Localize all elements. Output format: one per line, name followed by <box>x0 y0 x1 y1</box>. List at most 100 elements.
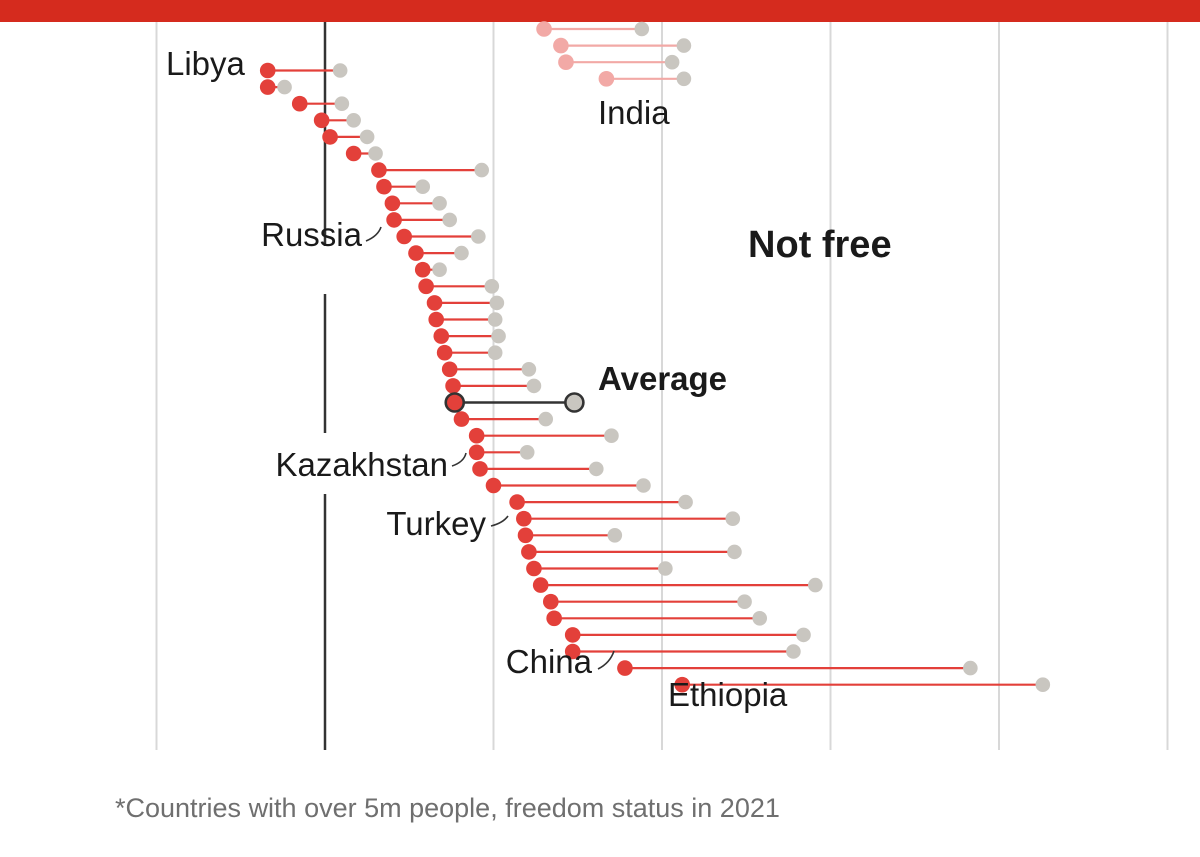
label-turkey: Turkey <box>386 505 486 542</box>
past-dot <box>334 96 350 111</box>
past-dot <box>471 229 486 244</box>
past-dot <box>432 262 447 278</box>
past-dot <box>604 428 619 444</box>
recent-dot <box>598 71 615 87</box>
past-dot <box>277 79 292 95</box>
label-leader <box>490 515 509 527</box>
past-dot <box>676 38 692 53</box>
label-russia: Russia <box>261 216 363 253</box>
baseline-gap <box>321 246 329 294</box>
recent-dot <box>526 560 542 577</box>
past-dot <box>346 113 361 128</box>
recent-dot <box>384 195 401 212</box>
past-dot <box>676 71 692 87</box>
past-dot <box>519 445 535 460</box>
past-dot <box>737 594 752 609</box>
average-past-dot <box>564 392 585 413</box>
recent-dot <box>313 112 330 129</box>
past-dot <box>664 54 680 70</box>
recent-dot <box>345 145 362 162</box>
past-dot <box>432 196 447 211</box>
recent-dot <box>259 79 276 95</box>
past-dot <box>963 660 978 676</box>
past-dot <box>526 378 542 394</box>
recent-dot <box>371 162 387 178</box>
recent-dot <box>516 510 532 527</box>
past-dot <box>484 279 500 294</box>
recent-dot <box>532 577 549 593</box>
recent-dot <box>376 178 392 195</box>
recent-dot <box>536 21 552 37</box>
connector-lines <box>267 27 1043 686</box>
label-leader <box>451 452 467 467</box>
recent-dot <box>674 676 691 693</box>
recent-dot <box>485 477 502 494</box>
past-dot <box>474 162 490 178</box>
past-dot <box>487 312 503 327</box>
past-dot <box>796 627 811 643</box>
past-dot <box>538 411 554 427</box>
recent-dot <box>408 245 424 261</box>
recent-dot <box>414 261 431 278</box>
label-not-free: Not free <box>748 224 892 266</box>
brand-top-bar <box>0 0 1200 22</box>
past-dot <box>487 345 503 361</box>
chart-labels: Libya India Russia Kazakhstan Turkey Chi… <box>115 45 892 823</box>
average-recent-dot <box>444 392 466 413</box>
past-dot <box>725 511 741 526</box>
recent-dot <box>396 228 412 245</box>
label-leaders <box>365 226 615 670</box>
recent-dot <box>291 95 308 112</box>
recent-dot <box>558 54 574 70</box>
past-dot <box>636 478 651 493</box>
label-average: Average <box>598 360 727 397</box>
past-dot <box>368 146 383 161</box>
recent-dot <box>472 461 488 477</box>
recent-dot <box>433 328 450 344</box>
past-dot <box>1035 677 1051 692</box>
recent-dot <box>426 295 443 311</box>
label-kazakhstan: Kazakhstan <box>276 446 448 483</box>
recent-dot <box>418 278 434 295</box>
recent-dot <box>386 212 402 228</box>
recent-dot <box>445 378 461 394</box>
recent-dot <box>259 62 276 79</box>
past-dot <box>454 245 469 261</box>
recent-dot <box>441 361 458 378</box>
past-dot <box>489 295 505 311</box>
past-dot <box>442 212 457 228</box>
recent-dot <box>517 527 534 544</box>
past-dot <box>786 644 801 659</box>
past-dot <box>634 21 650 37</box>
label-libya: Libya <box>166 45 246 82</box>
recent-dot <box>617 660 633 676</box>
recent-dot <box>521 544 537 560</box>
past-dot <box>332 63 348 78</box>
recent-dot <box>322 129 338 145</box>
recent-dot <box>564 627 581 643</box>
recent-dot <box>546 610 562 627</box>
recent-dot <box>428 311 445 328</box>
recent-dot <box>509 494 525 510</box>
past-dot <box>521 362 537 377</box>
recent-dot <box>564 643 581 660</box>
footnote: *Countries with over 5m people, freedom … <box>115 793 780 823</box>
past-dot <box>752 611 768 626</box>
past-dot <box>808 577 823 593</box>
past-dot <box>415 179 431 194</box>
recent-dot <box>553 37 569 54</box>
baseline-gap <box>321 433 329 494</box>
recent-dot <box>468 444 485 461</box>
label-leader <box>597 650 615 670</box>
label-india: India <box>598 94 670 131</box>
label-leader <box>365 226 382 242</box>
past-dot <box>658 561 673 576</box>
past-dot <box>678 494 693 510</box>
label-ethiopia: Ethiopia <box>668 676 788 713</box>
data-dots <box>259 21 1051 693</box>
average-marker <box>444 392 585 413</box>
past-dot <box>607 528 623 543</box>
recent-dot <box>436 344 453 361</box>
